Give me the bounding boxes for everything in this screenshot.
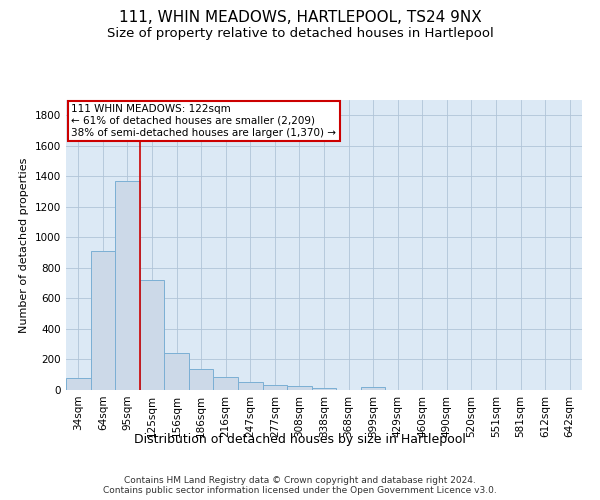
Bar [361, 387, 385, 390]
Text: Contains HM Land Registry data © Crown copyright and database right 2024.
Contai: Contains HM Land Registry data © Crown c… [103, 476, 497, 495]
Y-axis label: Number of detached properties: Number of detached properties [19, 158, 29, 332]
Bar [214, 377, 238, 390]
Text: Distribution of detached houses by size in Hartlepool: Distribution of detached houses by size … [134, 432, 466, 446]
Bar [115, 181, 140, 390]
Bar [66, 378, 91, 390]
Bar [287, 386, 312, 390]
Text: 111, WHIN MEADOWS, HARTLEPOOL, TS24 9NX: 111, WHIN MEADOWS, HARTLEPOOL, TS24 9NX [119, 10, 481, 25]
Bar [164, 352, 189, 390]
Bar [189, 368, 214, 390]
Bar [263, 386, 287, 390]
Bar [140, 280, 164, 390]
Bar [91, 251, 115, 390]
Text: 111 WHIN MEADOWS: 122sqm
← 61% of detached houses are smaller (2,209)
38% of sem: 111 WHIN MEADOWS: 122sqm ← 61% of detach… [71, 104, 336, 138]
Bar [312, 388, 336, 390]
Text: Size of property relative to detached houses in Hartlepool: Size of property relative to detached ho… [107, 28, 493, 40]
Bar [238, 382, 263, 390]
